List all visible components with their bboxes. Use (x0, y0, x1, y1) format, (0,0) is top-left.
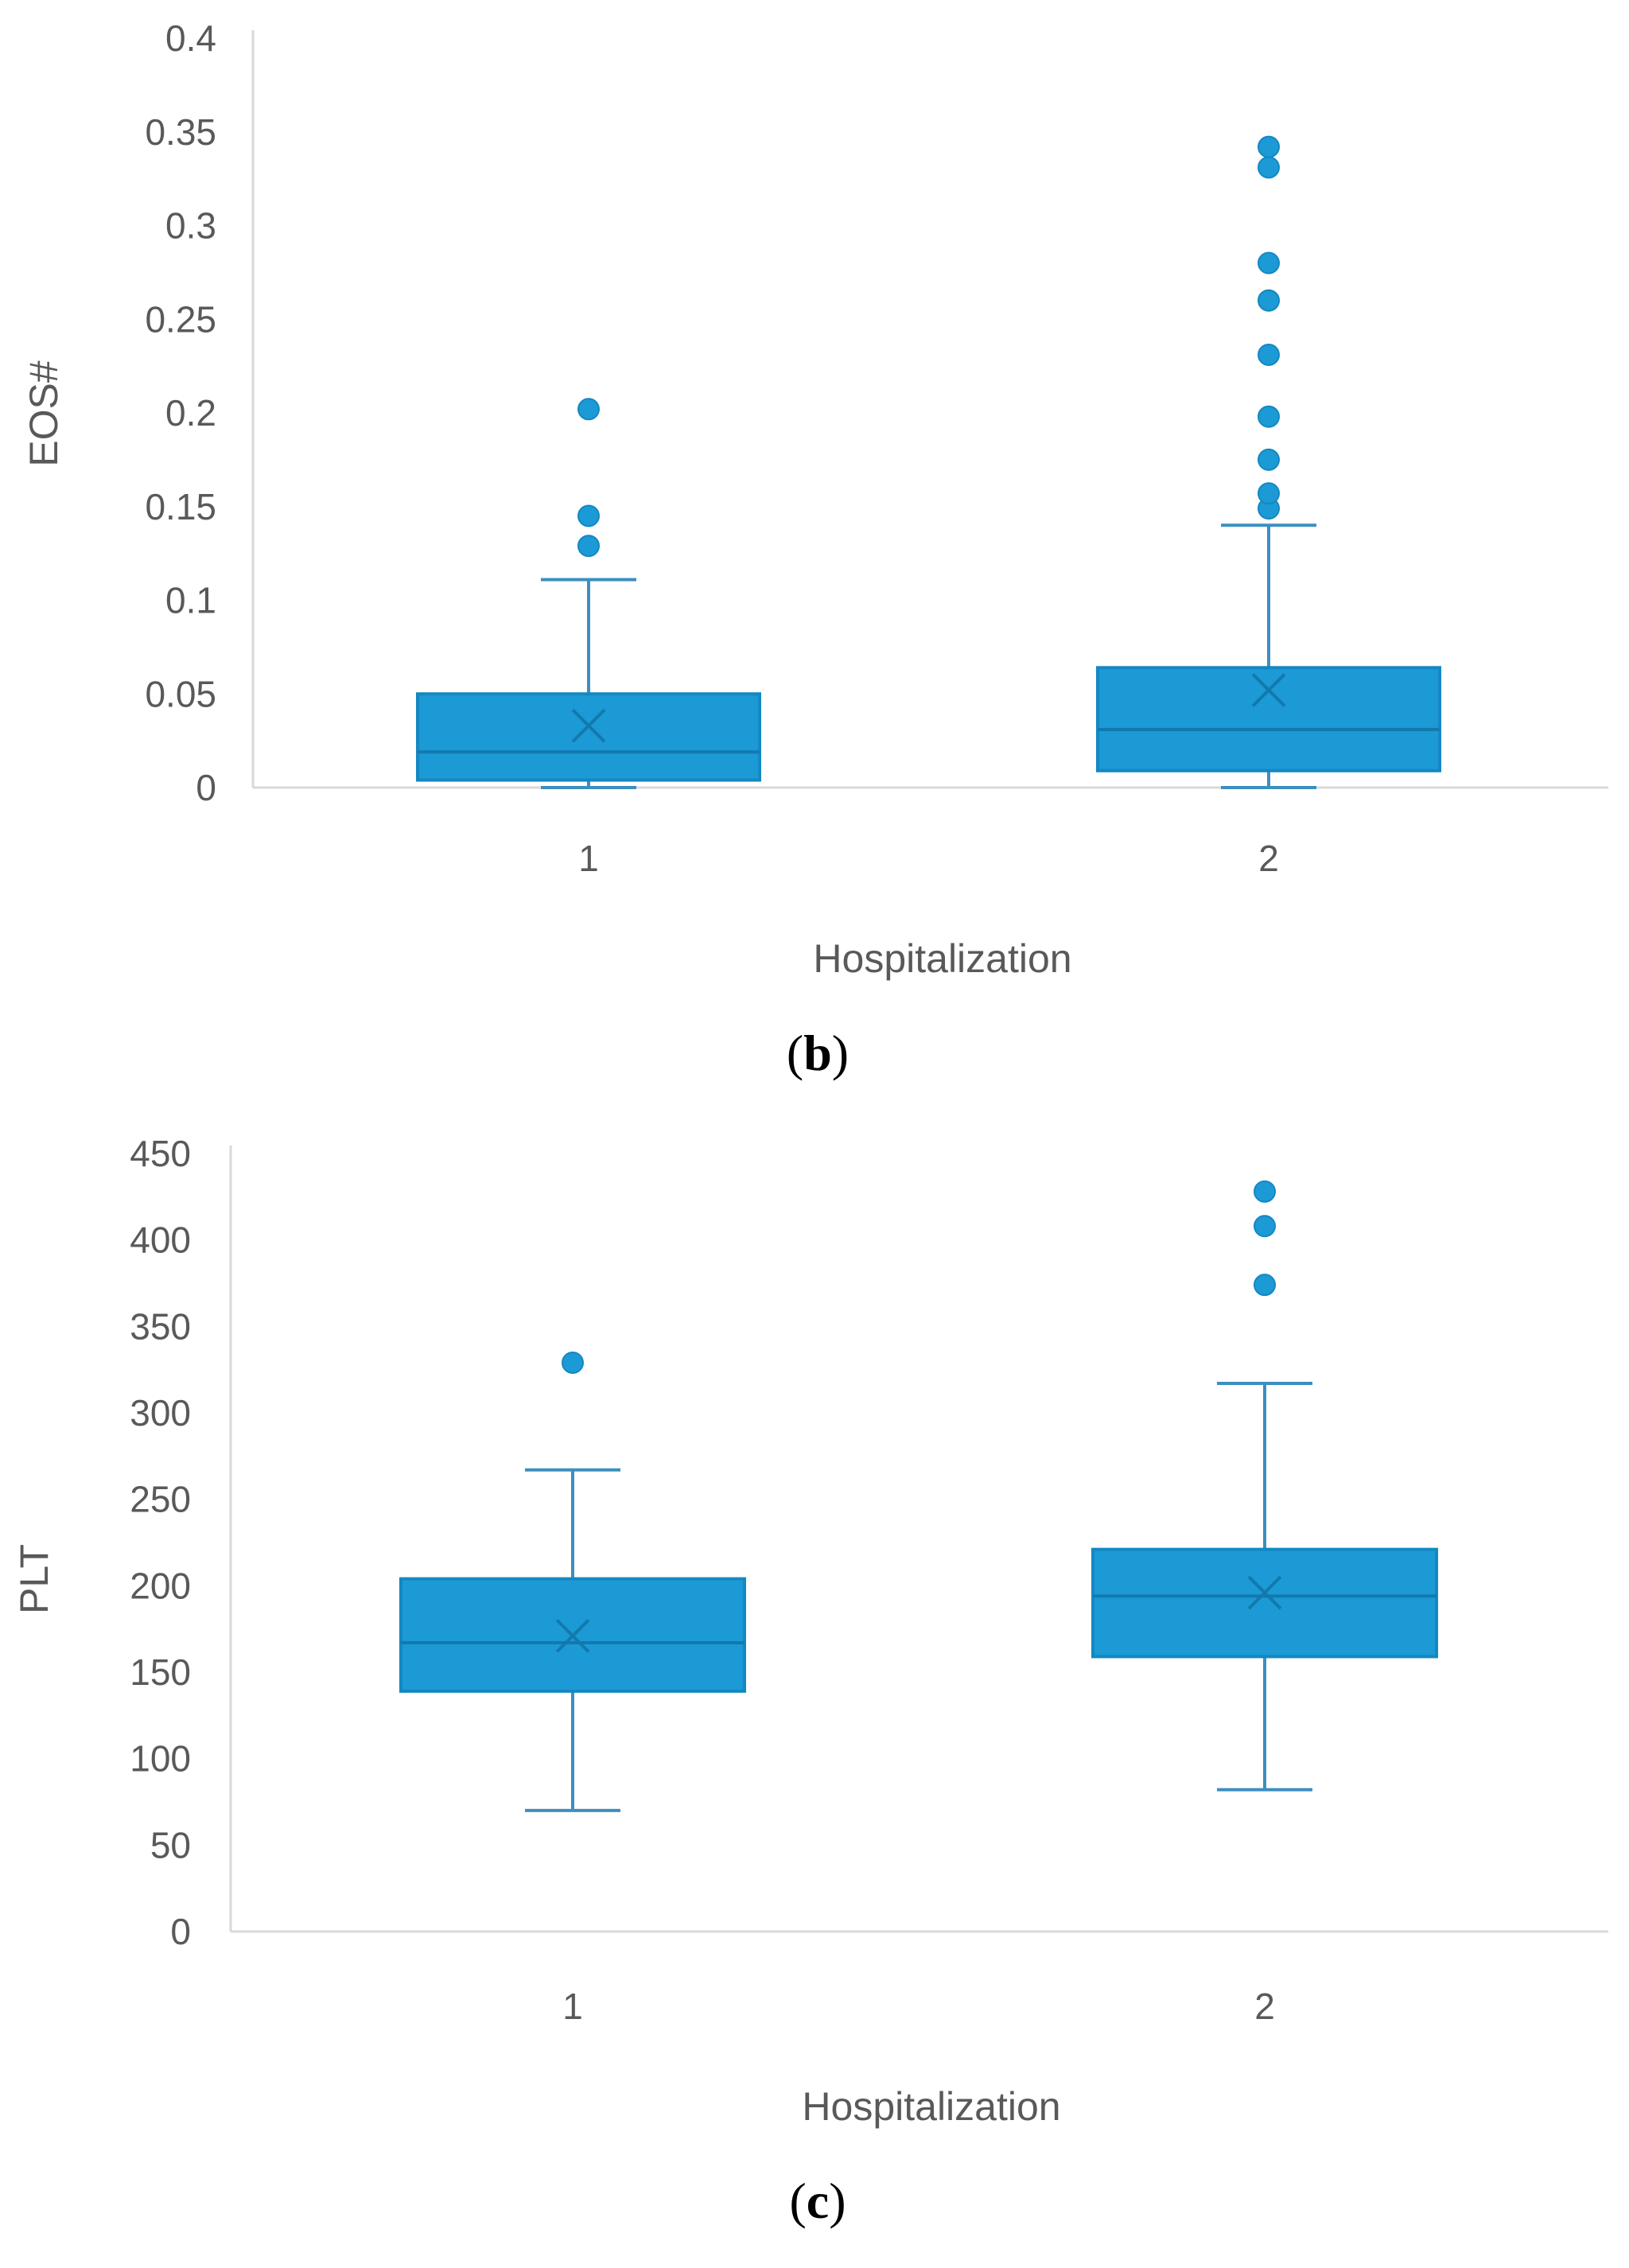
chart-b-ytick-label: 0.2 (165, 392, 216, 434)
chart-b-x-axis-title: Hospitalization (813, 936, 1071, 981)
chart-c-outlier-point (1254, 1215, 1276, 1238)
chart-c-mean-marker (555, 1618, 590, 1653)
chart-b-ytick-label: 0.15 (145, 486, 216, 527)
chart-c-mean-marker (1247, 1575, 1282, 1610)
panel-label-b: (b) (787, 1025, 849, 1081)
chart-b-box (1096, 666, 1441, 772)
chart-b-category-label: 1 (578, 838, 599, 879)
chart-c-box-group-2 (1091, 1180, 1438, 1791)
chart-b-ytick-label: 0.25 (145, 298, 216, 340)
chart-c-outlier-point (1254, 1274, 1276, 1297)
chart-b-outlier-point (1258, 448, 1280, 471)
chart-b-outlier-point (1258, 251, 1280, 274)
chart-c-outlier-point (1254, 1180, 1276, 1203)
chart-b-ytick-label: 0.05 (145, 673, 216, 714)
chart-c-ytick-label: 0 (170, 1911, 191, 1952)
chart-b-outlier-point (1258, 135, 1280, 158)
chart-b-outlier-point (577, 398, 600, 421)
chart-c-ytick-label: 200 (130, 1565, 191, 1606)
chart-b-y-axis-title: EOS# (21, 360, 66, 467)
chart-b-outlier-point (1258, 289, 1280, 312)
chart-b-box-group-1 (416, 398, 761, 789)
chart-b-ytick-label: 0.1 (165, 580, 216, 621)
chart-c-ytick-label: 150 (130, 1651, 191, 1693)
chart-b-ytick-label: 0.35 (145, 111, 216, 153)
chart-c-category-label: 2 (1254, 1986, 1275, 2027)
chart-b-box-group-2 (1096, 135, 1441, 789)
chart-b-outlier-point (1258, 156, 1280, 179)
chart-b-outlier-point (1258, 343, 1280, 366)
chart-b-category-label: 2 (1258, 838, 1279, 879)
chart-c-x-axis-title: Hospitalization (802, 2084, 1060, 2129)
chart-c-ytick-label: 50 (150, 1824, 191, 1865)
chart-c-ytick-label: 450 (130, 1133, 191, 1174)
chart-b-eos: 0 0.05 0.1 0.15 0.2 0.25 0.3 0.35 0.4 1 2 Hospitali… (21, 18, 1608, 981)
chart-b-outlier-point (1258, 405, 1280, 428)
chart-b-ytick-label: 0 (196, 767, 216, 808)
chart-b-ytick-label: 0.4 (165, 18, 216, 59)
panel-label-c: (c) (789, 2173, 846, 2229)
chart-b-ytick-label: 0.3 (165, 205, 216, 247)
chart-c-box (1091, 1547, 1438, 1659)
chart-b-outlier-point (577, 535, 600, 558)
chart-c-ytick-label: 350 (130, 1305, 191, 1347)
chart-b-outlier-point (1258, 482, 1280, 505)
chart-c-category-label: 1 (562, 1986, 583, 2027)
chart-b-mean-marker (571, 708, 606, 743)
chart-c-plt: 0 50 100 150 200 250 300 350 400 450 1 2 Hospitaliza… (12, 1133, 1608, 2129)
chart-c-y-axis-title: PLT (12, 1544, 56, 1614)
chart-c-outlier-point (562, 1351, 584, 1374)
chart-c-ytick-label: 300 (130, 1392, 191, 1434)
chart-b-box (416, 692, 761, 782)
chart-c-ytick-label: 100 (130, 1738, 191, 1780)
chart-b-outlier-point (577, 504, 600, 527)
chart-c-ytick-label: 250 (130, 1479, 191, 1520)
chart-c-ytick-label: 400 (130, 1220, 191, 1261)
chart-b-mean-marker (1251, 673, 1286, 707)
chart-c-box-group-1 (399, 1351, 746, 1812)
